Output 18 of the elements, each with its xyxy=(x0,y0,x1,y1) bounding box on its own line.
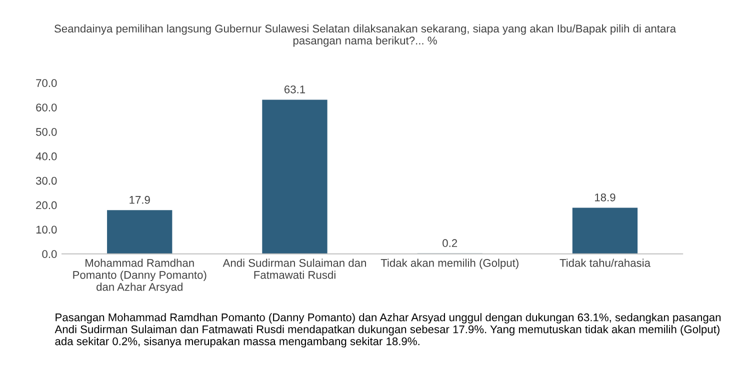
y-tick-label: 60.0 xyxy=(36,104,57,112)
y-tick-label: 0.0 xyxy=(42,250,57,258)
x-tick-label: Mohammad Ramdhan Pomanto (Danny Pomanto) dan Azhar Arsyad xyxy=(73,258,206,294)
text: Pasangan Mohammad Ramdhan Pomanto (Danny Pomanto) dan Azhar Arsyad unggul dengan dukungan 63.1%, sedangkan pasangan Andi Sudirman Sulaiman dan Fatmawati Rusdi mendapatkan dukungan sebesar 17.9%. Yang memutuskan tidak akan memilih (Golput) ada sekitar 0.2%, sisanya merupakan massa mengambang sekitar 18.9%. xyxy=(54,313,721,348)
y-tick-label: 70.0 xyxy=(36,79,57,88)
chart-title: Seandainya pemilihan langsung Gubernur Sulawesi Selatan dilaksanakan sekarang, siapa yang akan Ibu/Bapak pilih di antara pasangan nama berikut?... % xyxy=(54,24,676,47)
y-tick-label: 10.0 xyxy=(36,226,57,234)
x-tick-label: Tidak akan memilih (Golput) xyxy=(380,258,518,270)
y-tick-label: 40.0 xyxy=(36,152,57,160)
data-label: 0.2 xyxy=(442,239,458,248)
data-label: 17.9 xyxy=(130,196,150,204)
x-tick-label: Tidak tahu/rahasia xyxy=(560,258,650,267)
x-tick-label: Andi Sudirman Sulaiman dan Fatmawati Rusdi xyxy=(222,258,366,279)
y-tick-label: 30.0 xyxy=(36,176,57,185)
y-tick-label: 20.0 xyxy=(36,201,57,210)
data-label: 18.9 xyxy=(595,193,616,202)
data-label: 63.1 xyxy=(284,86,306,94)
y-tick-label: 50.0 xyxy=(36,128,57,136)
